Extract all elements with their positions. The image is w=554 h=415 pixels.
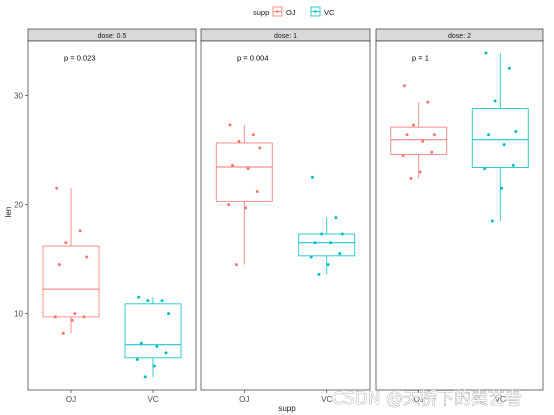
x-tick-label: OJ (239, 395, 249, 404)
facet-panel: dose: 2 p = 1 OJ VC (375, 28, 544, 404)
legend-key-point (276, 10, 279, 13)
panel-border (200, 40, 371, 391)
x-tick-label: OJ (66, 395, 76, 404)
x-tick-label: VC (495, 395, 506, 404)
facet-strip-label: dose: 0.5 (98, 33, 127, 40)
data-point (430, 150, 434, 154)
facet-panel: dose: 1 p = 0.004 OJ VC (200, 28, 371, 404)
data-point (317, 272, 321, 276)
data-point (409, 176, 413, 180)
box-oj (42, 245, 100, 318)
data-point (231, 163, 235, 167)
data-point (85, 255, 89, 259)
data-point (502, 143, 506, 147)
box-vc (298, 233, 356, 257)
data-point (135, 357, 139, 361)
data-point (234, 263, 238, 267)
data-point (143, 375, 147, 379)
data-point (418, 170, 422, 174)
data-point (507, 66, 511, 70)
data-point (338, 252, 342, 256)
watermark: CSDN @天桥下的卖艺者 (332, 389, 522, 409)
p-value-label: p = 0.004 (237, 54, 269, 63)
data-point (255, 190, 259, 194)
data-point (70, 318, 74, 322)
box-vc (124, 303, 182, 359)
y-tick-label: 20 (14, 201, 23, 210)
data-point (326, 263, 330, 267)
data-point (55, 186, 59, 190)
data-point (426, 100, 430, 104)
x-axis-title: supp (278, 404, 296, 413)
data-point (500, 186, 504, 190)
data-point (237, 139, 241, 143)
data-point (340, 232, 344, 236)
x-tick-label: OJ (414, 395, 424, 404)
facet-strip-label: dose: 2 (448, 33, 471, 40)
facet-panels: dose: 0.5 p = 0.023 OJ VC dose: 1 p = 0.004 OJ… (27, 28, 544, 404)
data-point (167, 312, 171, 316)
data-point (511, 163, 515, 167)
data-point (160, 299, 164, 303)
data-point (493, 99, 497, 103)
box-oj (215, 142, 273, 202)
facet-panel: dose: 0.5 p = 0.023 OJ VC (27, 28, 197, 404)
data-point (402, 84, 406, 88)
legend: supp OJ VC (253, 6, 335, 17)
data-point (514, 130, 518, 134)
data-point (139, 341, 143, 345)
data-point (152, 364, 156, 368)
legend-title: supp (253, 8, 269, 17)
data-point (405, 133, 409, 137)
y-tick-label: 10 (14, 310, 23, 319)
data-point (334, 216, 338, 220)
data-point (258, 146, 262, 150)
panel-border (375, 40, 544, 391)
y-axis: 10 20 30 (14, 92, 28, 319)
data-point (313, 241, 317, 245)
data-point (228, 123, 232, 127)
data-point (421, 139, 425, 143)
y-tick-label: 30 (14, 92, 23, 101)
p-value-label: p = 1 (412, 54, 429, 63)
data-point (490, 219, 494, 223)
data-point (487, 133, 491, 137)
data-point (310, 175, 314, 179)
facet-strip-label: dose: 1 (274, 33, 297, 40)
data-point (82, 315, 86, 319)
box-vc (471, 108, 529, 168)
data-point (432, 133, 436, 137)
data-point (61, 331, 65, 335)
data-point (244, 206, 248, 210)
data-point (484, 51, 488, 55)
legend-label: VC (324, 8, 335, 17)
data-point (412, 123, 416, 127)
x-tick-label: VC (147, 395, 158, 404)
data-point (246, 167, 250, 171)
y-axis-title: len (4, 207, 13, 218)
data-point (57, 263, 61, 267)
box-oj (390, 126, 448, 155)
data-point (78, 229, 82, 233)
data-point (64, 241, 68, 245)
data-point (329, 241, 333, 245)
data-point (227, 203, 231, 207)
data-point (137, 295, 141, 299)
data-point (53, 315, 57, 319)
data-point (320, 232, 324, 236)
legend-key-point (314, 10, 317, 13)
p-value-label: p = 0.023 (64, 54, 96, 63)
legend-label: OJ (286, 8, 296, 17)
data-point (309, 255, 313, 259)
data-point (483, 167, 487, 171)
x-tick-label: VC (321, 395, 332, 404)
data-point (73, 312, 77, 316)
data-point (155, 344, 159, 348)
data-point (401, 154, 405, 158)
data-point (251, 133, 255, 137)
data-point (164, 351, 168, 355)
data-point (146, 299, 150, 303)
